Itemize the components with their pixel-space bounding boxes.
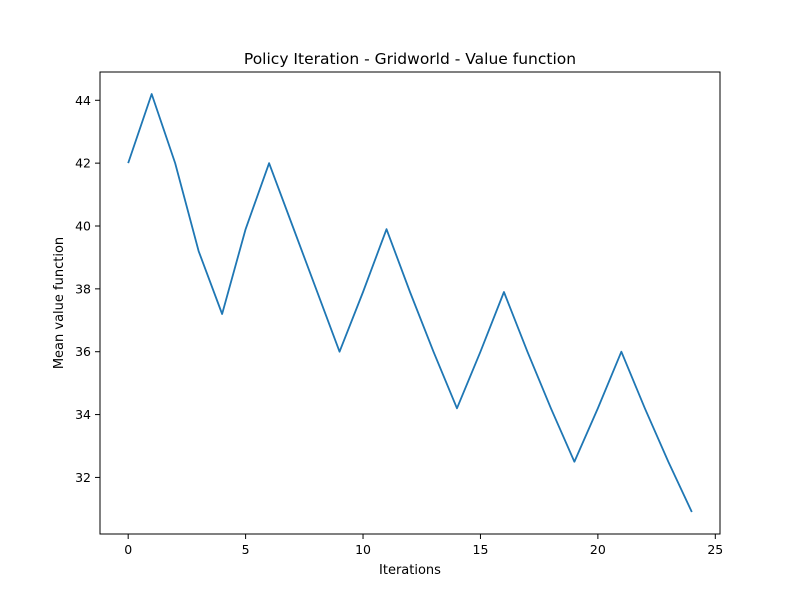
y-tick-label: 42 <box>75 156 91 171</box>
y-tick-label: 44 <box>75 93 91 108</box>
data-point <box>386 228 388 230</box>
data-point <box>433 351 435 353</box>
data-point <box>409 291 411 293</box>
data-point <box>221 313 223 315</box>
data-point <box>550 407 552 409</box>
data-point <box>597 407 599 409</box>
y-tick-label: 34 <box>75 407 91 422</box>
x-tick-label: 0 <box>124 542 132 557</box>
y-tick-label: 38 <box>75 281 91 296</box>
data-point <box>245 228 247 230</box>
data-point <box>620 351 622 353</box>
data-point <box>644 407 646 409</box>
data-point <box>480 351 482 353</box>
axes: 0 5 10 15 20 25 32 34 36 38 40 42 44 <box>75 93 723 557</box>
data-point <box>456 407 458 409</box>
data-point <box>667 461 669 463</box>
chart-title: Policy Iteration - Gridworld - Value fun… <box>244 50 576 68</box>
data-point <box>691 511 693 513</box>
data-point <box>527 351 529 353</box>
x-tick-label: 15 <box>473 542 489 557</box>
y-tick-label: 36 <box>75 344 91 359</box>
data-point <box>315 288 317 290</box>
data-point <box>362 291 364 293</box>
x-tick-label: 5 <box>242 542 250 557</box>
x-tick-label: 10 <box>355 542 371 557</box>
series-group <box>127 93 693 513</box>
y-tick-label: 32 <box>75 470 91 485</box>
data-point <box>573 461 575 463</box>
data-point <box>503 291 505 293</box>
data-point <box>292 225 294 227</box>
x-axis-label: Iterations <box>379 563 441 578</box>
data-point <box>151 93 153 95</box>
x-tick-label: 25 <box>707 542 723 557</box>
data-point <box>268 162 270 164</box>
plot-frame <box>99 71 721 535</box>
x-tick-label: 20 <box>590 542 606 557</box>
y-tick-label: 40 <box>75 219 91 234</box>
data-point <box>198 250 200 252</box>
series-line <box>127 93 693 513</box>
data-point <box>174 162 176 164</box>
y-axis-label: Mean value function <box>52 237 67 369</box>
data-point <box>339 351 341 353</box>
data-point <box>127 162 129 164</box>
